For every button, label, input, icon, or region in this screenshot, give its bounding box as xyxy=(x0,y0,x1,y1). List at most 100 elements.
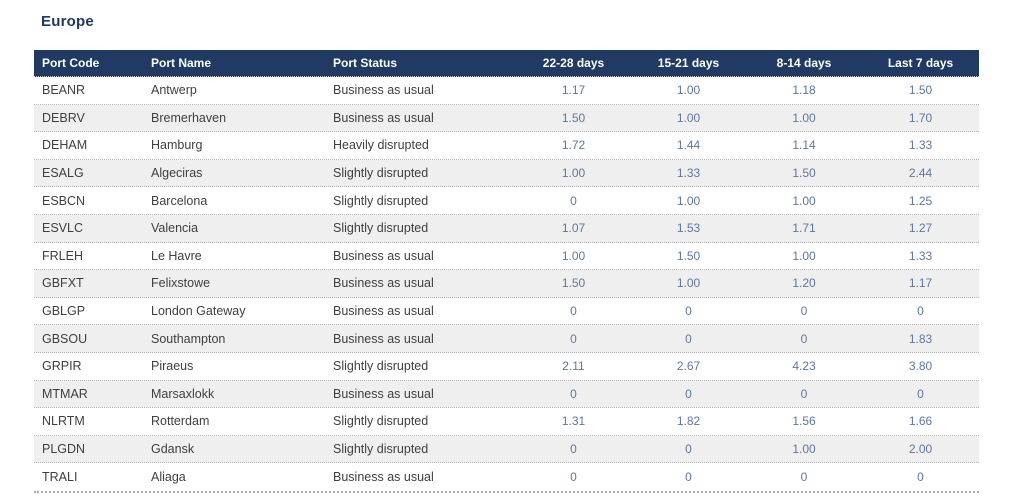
port-code-cell: GBFXT xyxy=(42,276,84,291)
port-status-cell: Slightly disrupted xyxy=(333,166,429,181)
metric-cell-15-21-days: 1.50 xyxy=(676,248,701,263)
port-status-cell: Business as usual xyxy=(333,276,434,291)
metric-cell-8-14-days: 1.00 xyxy=(792,193,816,208)
table-row-gblgp[interactable]: GBLGP London Gateway Business as usual 0 0 0 0 xyxy=(34,297,979,326)
metric-cell-8-14-days: 1.00 xyxy=(792,248,816,263)
ports-table: Port Code Port Name Port Status 22-28 days 1… xyxy=(34,50,979,493)
metric-cell-last-7-days: 1.66 xyxy=(908,414,933,429)
port-code-cell: ESBCN xyxy=(42,193,86,208)
metric-cell-22-28-days: 0 xyxy=(570,193,577,208)
column-header-8-14-days[interactable]: 8-14 days xyxy=(776,56,832,70)
table-row-trali[interactable]: TRALI Aliaga Business as usual 0 0 0 0 xyxy=(34,463,979,491)
table-row-esalg[interactable]: ESALG Algeciras Slightly disrupted 1.00 1.33… xyxy=(34,159,979,188)
table-row-esbcn[interactable]: ESBCN Barcelona Slightly disrupted 0 1.00 1.0… xyxy=(34,187,979,215)
column-header-15-21-days[interactable]: 15-21 days xyxy=(657,56,720,70)
metric-cell-last-7-days: 1.27 xyxy=(908,221,933,236)
port-name-cell: Valencia xyxy=(151,221,199,236)
table-row-gbfxt[interactable]: GBFXT Felixstowe Business as usual 1.50 1.00… xyxy=(34,270,979,298)
metric-cell-last-7-days: 0 xyxy=(917,386,924,401)
metric-cell-15-21-days: 1.33 xyxy=(676,166,701,181)
metric-cell-15-21-days: 0 xyxy=(685,442,692,457)
metric-cell-15-21-days: 1.44 xyxy=(676,138,701,153)
metric-cell-22-28-days: 1.31 xyxy=(561,414,586,429)
metric-cell-15-21-days: 1.00 xyxy=(676,193,701,208)
metric-cell-last-7-days: 1.50 xyxy=(908,83,933,98)
port-status-cell: Business as usual xyxy=(333,83,434,98)
port-code-cell: NLRTM xyxy=(42,414,85,429)
port-name-cell: Rotterdam xyxy=(151,414,210,429)
metric-cell-22-28-days: 1.72 xyxy=(561,138,586,153)
metric-cell-last-7-days: 1.33 xyxy=(908,248,933,263)
metric-cell-last-7-days: 1.70 xyxy=(908,110,933,125)
page-title: Europe xyxy=(41,13,94,30)
table-header-row: Port Code Port Name Port Status 22-28 days 1… xyxy=(34,50,979,77)
table-row-esvlc[interactable]: ESVLC Valencia Slightly disrupted 1.07 1.53 1… xyxy=(34,214,979,243)
port-status-cell: Business as usual xyxy=(333,386,434,401)
metric-cell-8-14-days: 0 xyxy=(800,470,808,485)
port-status-cell: Slightly disrupted xyxy=(333,442,429,457)
metric-cell-last-7-days: 2.00 xyxy=(908,442,933,457)
metric-cell-8-14-days: 4.23 xyxy=(792,359,816,374)
port-status-cell: Slightly disrupted xyxy=(333,414,429,429)
table-row-debrv[interactable]: DEBRV Bremerhaven Business as usual 1.50 1.0… xyxy=(34,104,979,133)
metric-cell-22-28-days: 0 xyxy=(570,470,577,485)
port-status-cell: Heavily disrupted xyxy=(333,138,429,153)
port-status-cell: Slightly disrupted xyxy=(333,193,429,208)
column-header-port-status[interactable]: Port Status xyxy=(333,56,398,70)
metric-cell-15-21-days: 0 xyxy=(685,304,692,319)
metric-cell-last-7-days: 0 xyxy=(917,470,924,485)
metric-cell-15-21-days: 1.00 xyxy=(676,110,701,125)
metric-cell-22-28-days: 1.00 xyxy=(561,166,586,181)
table-row-grpir[interactable]: GRPIR Piraeus Slightly disrupted 2.11 2.67 4.… xyxy=(34,352,979,381)
table-row-gbsou[interactable]: GBSOU Southampton Business as usual 0 0 0 1.83 xyxy=(34,325,979,353)
column-header-port-code[interactable]: Port Code xyxy=(42,56,100,70)
metric-cell-8-14-days: 0 xyxy=(800,331,808,346)
metric-cell-8-14-days: 1.56 xyxy=(792,414,816,429)
port-code-cell: GBSOU xyxy=(42,331,88,346)
metric-cell-8-14-days: 0 xyxy=(800,386,808,401)
column-header-22-28-days[interactable]: 22-28 days xyxy=(542,56,605,70)
metric-cell-8-14-days: 1.50 xyxy=(792,166,816,181)
table-row-mtmar[interactable]: MTMAR Marsaxlokk Business as usual 0 0 0 0 xyxy=(34,380,979,409)
port-name-cell: Southampton xyxy=(151,331,226,346)
column-header-port-name[interactable]: Port Name xyxy=(151,56,212,70)
metric-cell-15-21-days: 1.53 xyxy=(676,221,701,236)
table-row-frleh[interactable]: FRLEH Le Havre Business as usual 1.00 1.50 1.… xyxy=(34,242,979,271)
port-code-cell: PLGDN xyxy=(42,442,86,457)
table-row-nlrtm[interactable]: NLRTM Rotterdam Slightly disrupted 1.31 1.82… xyxy=(34,408,979,436)
table-row-deham[interactable]: DEHAM Hamburg Heavily disrupted 1.72 1.44 1.1… xyxy=(34,132,979,160)
port-name-cell: Barcelona xyxy=(151,193,208,208)
metric-cell-15-21-days: 0 xyxy=(685,331,692,346)
port-name-cell: Felixstowe xyxy=(151,276,211,291)
metric-cell-8-14-days: 1.00 xyxy=(792,110,816,125)
port-code-cell: FRLEH xyxy=(42,248,83,263)
port-code-cell: MTMAR xyxy=(42,386,88,401)
port-status-cell: Business as usual xyxy=(333,248,434,263)
port-name-cell: Bremerhaven xyxy=(151,110,227,125)
metric-cell-8-14-days: 1.18 xyxy=(792,83,816,98)
port-status-cell: Business as usual xyxy=(333,110,434,125)
port-code-cell: ESALG xyxy=(42,166,84,181)
metric-cell-22-28-days: 1.00 xyxy=(561,248,586,263)
metric-cell-last-7-days: 1.25 xyxy=(908,193,933,208)
metric-cell-22-28-days: 0 xyxy=(570,442,577,457)
port-status-cell: Slightly disrupted xyxy=(333,359,429,374)
metric-cell-22-28-days: 1.50 xyxy=(561,110,586,125)
port-code-cell: GBLGP xyxy=(42,304,86,319)
table-row-beanr[interactable]: BEANR Antwerp Business as usual 1.17 1.00 1.1… xyxy=(34,77,979,105)
metric-cell-15-21-days: 1.00 xyxy=(676,83,701,98)
port-code-cell: GRPIR xyxy=(42,359,82,374)
table-row-plgdn[interactable]: PLGDN Gdansk Slightly disrupted 0 0 1.00 2.00 xyxy=(34,435,979,464)
port-status-cell: Business as usual xyxy=(333,304,434,319)
metric-cell-15-21-days: 0 xyxy=(685,470,692,485)
metric-cell-22-28-days: 0 xyxy=(570,386,577,401)
metric-cell-last-7-days: 3.80 xyxy=(908,359,933,374)
metric-cell-15-21-days: 1.82 xyxy=(676,414,701,429)
port-code-cell: DEBRV xyxy=(42,110,85,125)
metric-cell-last-7-days: 2.44 xyxy=(908,166,933,181)
metric-cell-22-28-days: 2.11 xyxy=(562,359,585,374)
metric-cell-last-7-days: 1.83 xyxy=(908,331,933,346)
column-header-last-7-days[interactable]: Last 7 days xyxy=(887,56,954,70)
metric-cell-22-28-days: 0 xyxy=(570,331,577,346)
